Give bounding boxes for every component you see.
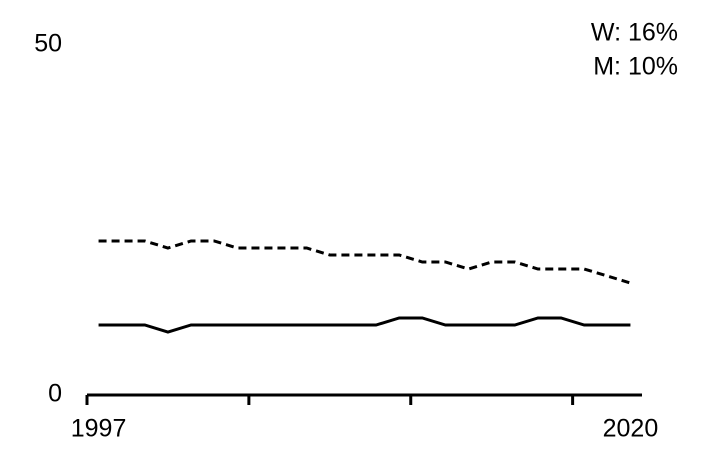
y-tick-label: 0	[48, 380, 62, 408]
series-line	[98, 239, 631, 285]
series-line	[98, 316, 631, 334]
x-tick-label: 1997	[71, 415, 127, 443]
y-tick-label: 50	[34, 30, 62, 58]
annotation: W: 16%	[591, 19, 678, 47]
annotation: M: 10%	[593, 53, 678, 81]
x-tick-label: 2020	[603, 415, 659, 443]
